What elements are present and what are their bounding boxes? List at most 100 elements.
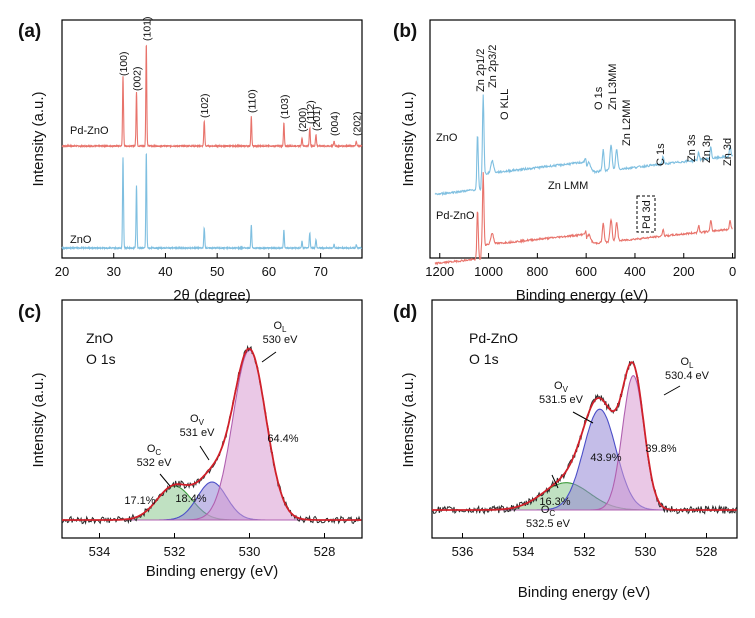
panel-d-label: (d)	[393, 302, 417, 323]
panel-b-legend-pd-zno: Pd-ZnO	[436, 210, 475, 222]
xrd-peak-label: (102)	[199, 93, 211, 118]
panel-b-x-axis-title: Binding energy (eV)	[516, 287, 649, 304]
component-energy-oc: 532 eV	[137, 457, 173, 469]
panel-c-x-axis-title: Binding energy (eV)	[146, 563, 279, 580]
component-name-ol: OL	[680, 356, 694, 370]
panel-b-x-ticks: 1200 1000 800 600 400 200 0	[425, 253, 736, 279]
x-tick-label: 40	[158, 264, 172, 279]
panel-a-plot-area: (100)(002) (101) (102) (110) (103) (200)(112)…	[61, 16, 363, 251]
component-energy-ov: 531.5 eV	[539, 394, 584, 406]
panel-a-x-ticks: 20 30 40 50 60 70	[55, 253, 328, 279]
survey-peak-label: Zn L3MM	[607, 64, 619, 110]
component-name-ov: OV	[554, 380, 569, 394]
panel-d-x-ticks: 536 534 532 530 528	[452, 533, 717, 559]
x-tick-label: 800	[527, 264, 549, 279]
component-percent-oc: 17.1%	[124, 495, 155, 507]
component-energy-oc: 532.5 eV	[526, 518, 571, 530]
x-tick-label: 600	[575, 264, 597, 279]
x-tick-label: 30	[106, 264, 120, 279]
component-name-ov: OV	[190, 413, 205, 427]
panel-d-title-core: O 1s	[469, 351, 499, 367]
xrd-peak-label: (101)	[141, 16, 153, 41]
x-tick-label: 400	[624, 264, 646, 279]
component-percent-oc: 16.3%	[539, 496, 570, 508]
xrd-peak-label: (103)	[279, 94, 291, 119]
survey-series-pdzno	[434, 172, 733, 266]
x-tick-label: 532	[164, 544, 186, 559]
x-tick-label: 70	[313, 264, 327, 279]
panel-a-legend-pd-zno: Pd-ZnO	[70, 125, 109, 137]
survey-peak-label-zn-lmm: Zn LMM	[548, 180, 588, 192]
x-tick-label: 530	[635, 544, 657, 559]
x-tick-label: 536	[452, 544, 474, 559]
survey-peak-label: O KLL	[499, 89, 511, 120]
component-pointer-arrow	[159, 473, 171, 487]
component-name-oc: OC	[147, 443, 162, 457]
x-tick-label: 528	[314, 544, 336, 559]
xrd-peak-label: (004)	[329, 111, 341, 136]
survey-peak-label: Zn L2MM	[621, 100, 633, 146]
survey-peak-label: O 1s	[593, 86, 605, 110]
panel-a-y-axis-title: Intensity (a.u.)	[30, 91, 47, 186]
panel-c-label: (c)	[18, 302, 41, 323]
x-tick-label: 20	[55, 264, 69, 279]
survey-peak-label: Zn 3d	[722, 138, 734, 166]
panel-c-title-core: O 1s	[86, 351, 116, 367]
component-pointer-arrow	[261, 351, 277, 363]
x-tick-label: 534	[89, 544, 111, 559]
component-pointer-arrow	[572, 411, 594, 424]
component-pointer-arrow	[663, 385, 681, 396]
panel-b-frame	[429, 19, 736, 259]
panel-b-label: (b)	[393, 21, 417, 42]
fit-envelope-line	[62, 347, 362, 521]
xrd-series-pd-zno	[61, 44, 363, 149]
panel-d-title-sample: Pd-ZnO	[469, 330, 518, 346]
x-tick-label: 532	[574, 544, 596, 559]
panel-a-xrd: (a) (100)(002)(101)(102) (110) (103)(200)(…	[18, 16, 363, 304]
xrd-series-zno	[61, 152, 363, 251]
xrd-peak-label: (002)	[132, 66, 144, 91]
x-tick-label: 1000	[474, 264, 503, 279]
component-pointer-arrow	[199, 445, 210, 461]
panel-c-title-sample: ZnO	[86, 330, 113, 346]
xrd-peak-label: (112)	[305, 100, 317, 124]
survey-peak-label: Zn 3s	[686, 134, 698, 162]
panel-a-label: (a)	[18, 21, 41, 42]
survey-peak-label: Zn 2p3/2	[487, 45, 499, 88]
component-percent-ov: 18.4%	[175, 493, 206, 505]
panel-a-frame	[61, 19, 363, 259]
survey-peak-label: Zn 3p	[701, 135, 713, 163]
x-tick-label: 200	[673, 264, 695, 279]
panel-a-x-axis-title: 2θ (degree)	[173, 287, 251, 304]
component-percent-ol: 39.8%	[645, 443, 676, 455]
component-energy-ol: 530 eV	[263, 334, 299, 346]
x-tick-label: 50	[210, 264, 224, 279]
panel-c-frame	[61, 299, 363, 539]
component-percent-ol: 64.4%	[267, 433, 298, 445]
x-tick-label: 530	[239, 544, 261, 559]
fit-envelope-line	[432, 361, 737, 511]
survey-peak-label: Zn 2p1/2	[475, 49, 487, 92]
component-energy-ov: 531 eV	[180, 427, 216, 439]
component-name-ol: OL	[273, 320, 287, 334]
panel-c-y-axis-title: Intensity (a.u.)	[30, 372, 47, 467]
pd-3d-highlight-box	[636, 195, 656, 233]
panel-d-x-axis-title: Binding energy (eV)	[518, 584, 651, 601]
panel-b-legend-zno: ZnO	[436, 132, 458, 144]
panel-c-x-ticks: 534 532 530 528	[89, 533, 336, 559]
x-tick-label: 534	[513, 544, 535, 559]
panel-a-legend-zno: ZnO	[70, 234, 92, 246]
panel-b-y-axis-title: Intensity (a.u.)	[400, 91, 417, 186]
xrd-peak-label: (110)	[246, 89, 258, 113]
x-tick-label: 0	[729, 264, 736, 279]
survey-peak-label: C 1s	[655, 143, 667, 166]
x-tick-label: 60	[262, 264, 276, 279]
panel-d-y-axis-title: Intensity (a.u.)	[400, 372, 417, 467]
component-pointer-arrow	[551, 474, 559, 489]
